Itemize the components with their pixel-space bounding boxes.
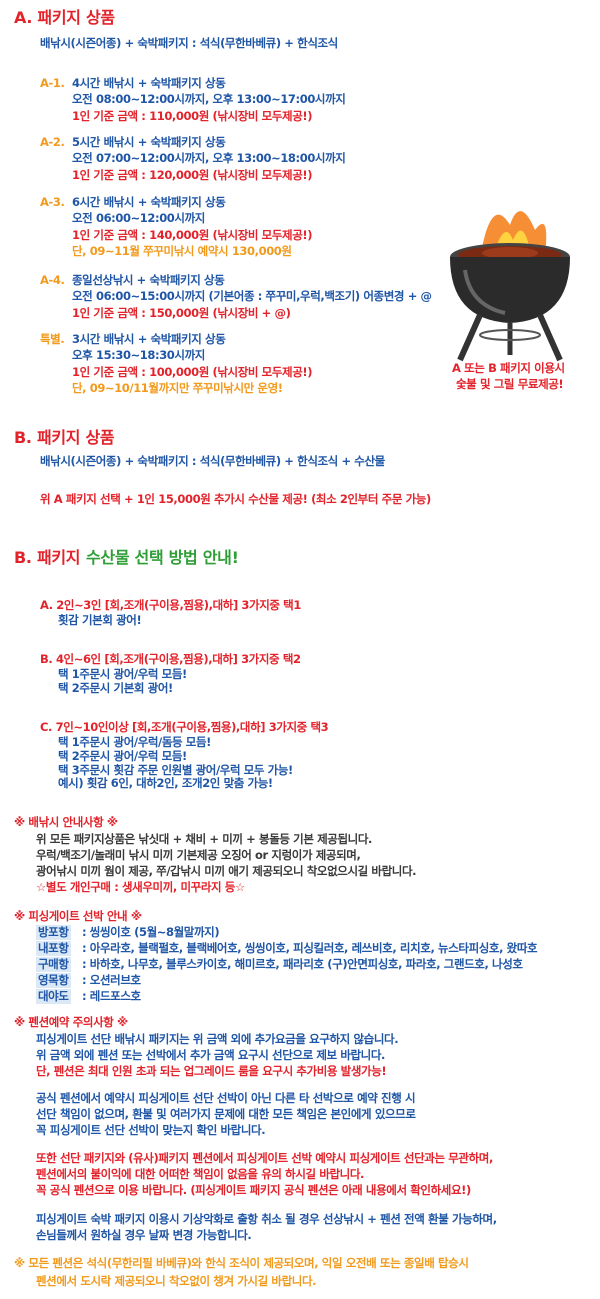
notice-line: 꼭 공식 펜션으로 이용 바랍니다. (피싱게이트 패키지 공식 펜션은 아래 … bbox=[36, 1183, 471, 1197]
notice-line: 위 금액 외에 펜션 또는 선박에서 추가 금액 요구시 선단으로 제보 바랍니… bbox=[36, 1048, 386, 1062]
port-name: 영목항 bbox=[36, 973, 71, 988]
notice-line: 우럭/백조기/놀래미 낚시 미끼 기본제공 오징어 or 지렁이가 제공되며, bbox=[36, 848, 361, 862]
port-name: 대야도 bbox=[36, 989, 71, 1004]
boat-list: : 오션러브호 bbox=[82, 973, 141, 987]
item-line: 5시간 배낚시 + 숙박패키지 상동 bbox=[72, 135, 226, 149]
item-label: A-4. bbox=[40, 273, 65, 287]
item-line: 단, 09~11월 쭈꾸미낚시 예약시 130,000원 bbox=[72, 243, 292, 258]
option-line: 택 1주문시 광어/우럭/돔등 모듬! bbox=[58, 735, 212, 749]
boat-list: : 씽씽이호 (5월~8월말까지) bbox=[82, 925, 220, 939]
option-line: 택 3주문시 횟감 주문 인원별 광어/우럭 모두 가능! bbox=[58, 762, 293, 777]
item-line: 1인 기준 금액 : 140,000원 (낚시장비 모두제공!) bbox=[72, 227, 313, 242]
notice-title: ※ 피싱게이트 선박 안내 ※ bbox=[14, 909, 142, 923]
item-label: 특별. bbox=[40, 332, 65, 346]
item-label: A-1. bbox=[40, 76, 65, 90]
notice-line: 꼭 피싱게이트 선단 선박이 맞는지 확인 바랍니다. bbox=[36, 1123, 266, 1137]
item-line: 오전 06:00~15:00시까지 (기본어종 : 쭈꾸미,우럭,백조기) 어종… bbox=[72, 289, 432, 304]
port-name: 내포항 bbox=[36, 941, 71, 956]
option-line: 택 2주문시 기본회 광어! bbox=[58, 680, 173, 695]
grill-note: 숯불 및 그릴 무료제공! bbox=[456, 377, 564, 391]
option-line: 택 1주문시 광어/우럭 모듬! bbox=[58, 667, 187, 681]
notice-line: 선단 책임이 없으며, 환불 및 여러가지 문제에 대한 모든 책임은 본인에게… bbox=[36, 1107, 416, 1121]
item-label: A-2. bbox=[40, 135, 65, 149]
item-line: 3시간 배낚시 + 숙박패키지 상동 bbox=[72, 332, 226, 346]
boat-list: : 바하호, 나무호, 블루스카이호, 해미르호, 패라리호 (구)안면피싱호,… bbox=[82, 957, 523, 971]
notice-extra: ☆별도 개인구매 : 생새우미끼, 미꾸라지 등☆ bbox=[36, 880, 245, 894]
item-line: 오후 15:30~18:30시까지 bbox=[72, 348, 205, 363]
boat-list: : 아우라호, 블랙펄호, 블랙베어호, 씽씽이호, 피싱킬러호, 레쓰비호, … bbox=[82, 941, 538, 955]
item-line: 1인 기준 금액 : 120,000원 (낚시장비 모두제공!) bbox=[72, 167, 313, 182]
item-line: 오전 07:00~12:00시까지, 오후 13:00~18:00시까지 bbox=[72, 151, 346, 166]
grill-note: A 또는 B 패키지 이용시 bbox=[452, 361, 565, 375]
offer-text: 위 A 패키지 선택 + 1인 15,000원 추가시 수산물 제공! (최소 … bbox=[40, 492, 431, 506]
notice-line: 공식 펜션에서 예약시 피싱게이트 선단 선박이 아닌 다른 타 선박으로 예약… bbox=[36, 1091, 416, 1105]
notice-title: ※ 펜션예약 주의사항 ※ bbox=[14, 1015, 128, 1029]
item-label: A-3. bbox=[40, 195, 65, 209]
item-line: 4시간 배낚시 + 숙박패키지 상동 bbox=[72, 76, 226, 90]
option-heading: B. 4인~6인 [회,조개(구이용,찜용),대하] 3가지중 택2 bbox=[40, 652, 301, 666]
section-title: B. 패키지 상품 bbox=[14, 428, 115, 447]
item-line: 단, 09~10/11월까지만 쭈꾸미낚시만 운영! bbox=[72, 380, 283, 395]
guide-title-highlight: 수산물 선택 방법 안내! bbox=[86, 548, 239, 567]
item-line: 1인 기준 금액 : 100,000원 (낚시장비 모두제공!) bbox=[72, 364, 313, 379]
option-heading: C. 7인~10인이상 [회,조개(구이용,찜용),대하] 3가지중 택3 bbox=[40, 720, 329, 734]
notice-line: 펜션에서의 불이익에 대한 어떠한 책임이 없음을 유의 하시길 바랍니다. bbox=[36, 1167, 365, 1181]
option-line: 예시) 횟감 6인, 대하2인, 조개2인 맞춤 가능! bbox=[58, 776, 273, 791]
grill-illustration bbox=[450, 211, 570, 362]
notice-line: 또한 선단 패키지와 (유사)패키지 펜션에서 피싱게이트 선박 예약시 피싱게… bbox=[36, 1151, 493, 1165]
notice-line: 손님들께서 원하실 경우 날짜 변경 가능합니다. bbox=[36, 1228, 252, 1242]
item-line: 종일선상낚시 + 숙박패키지 상동 bbox=[72, 273, 225, 287]
notice-line: 피싱게이트 선단 배낚시 패키지는 위 금액 외에 추가요금을 요구하지 않습니… bbox=[36, 1032, 399, 1046]
notice-line: 피싱게이트 숙박 패키지 이용시 기상악화로 출항 취소 될 경우 선상낚시 +… bbox=[36, 1212, 497, 1226]
item-line: 오전 06:00~12:00시까지 bbox=[72, 211, 205, 226]
notice-line: 위 모든 패키지상품은 낚싯대 + 채비 + 미끼 + 봉돌등 기본 제공됩니다… bbox=[36, 832, 372, 846]
footer-line: 펜션에서 도시락 제공되오니 착오없이 챙겨 가시길 바랍니다. bbox=[36, 1274, 317, 1288]
section-title: A. 패키지 상품 bbox=[14, 8, 115, 27]
item-line: 1인 기준 금액 : 150,000원 (낚시장비 + @) bbox=[72, 305, 291, 320]
item-line: 6시간 배낚시 + 숙박패키지 상동 bbox=[72, 195, 226, 209]
notice-line: 단, 펜션은 최대 인원 초과 되는 업그레이드 룸을 요구시 추가비용 발생가… bbox=[36, 1064, 387, 1078]
item-line: 1인 기준 금액 : 110,000원 (낚시장비 모두제공!) bbox=[72, 108, 313, 123]
notice-line: 광어낚시 미끼 웜이 제공, 쭈/갑낚시 미끼 애기 제공되오니 착오없으시길 … bbox=[36, 864, 417, 878]
port-name: 방포항 bbox=[36, 925, 71, 940]
footer-line: ※ 모든 펜션은 석식(무한리필 바베큐)와 한식 조식이 제공되오며, 익일 … bbox=[14, 1256, 469, 1270]
option-line: 횟감 기본회 광어! bbox=[58, 613, 142, 627]
notice-title: ※ 배낚시 안내사항 ※ bbox=[14, 815, 118, 829]
boat-list: : 레드포스호 bbox=[82, 989, 141, 1003]
section-subtitle: 배낚시(시즌어종) + 숙박패키지 : 석식(무한바베큐) + 한식조식 + 수… bbox=[40, 454, 385, 468]
section-subtitle: 배낚시(시즌어종) + 숙박패키지 : 석식(무한바베큐) + 한식조식 bbox=[40, 36, 338, 50]
port-name: 구매항 bbox=[36, 957, 71, 972]
option-heading: A. 2인~3인 [회,조개(구이용,찜용),대하] 3가지중 택1 bbox=[40, 598, 301, 612]
option-line: 택 2주문시 광어/우럭 모듬! bbox=[58, 748, 187, 763]
guide-title-prefix: B. 패키지 bbox=[14, 548, 81, 567]
item-line: 오전 08:00~12:00시까지, 오후 13:00~17:00시까지 bbox=[72, 92, 346, 107]
